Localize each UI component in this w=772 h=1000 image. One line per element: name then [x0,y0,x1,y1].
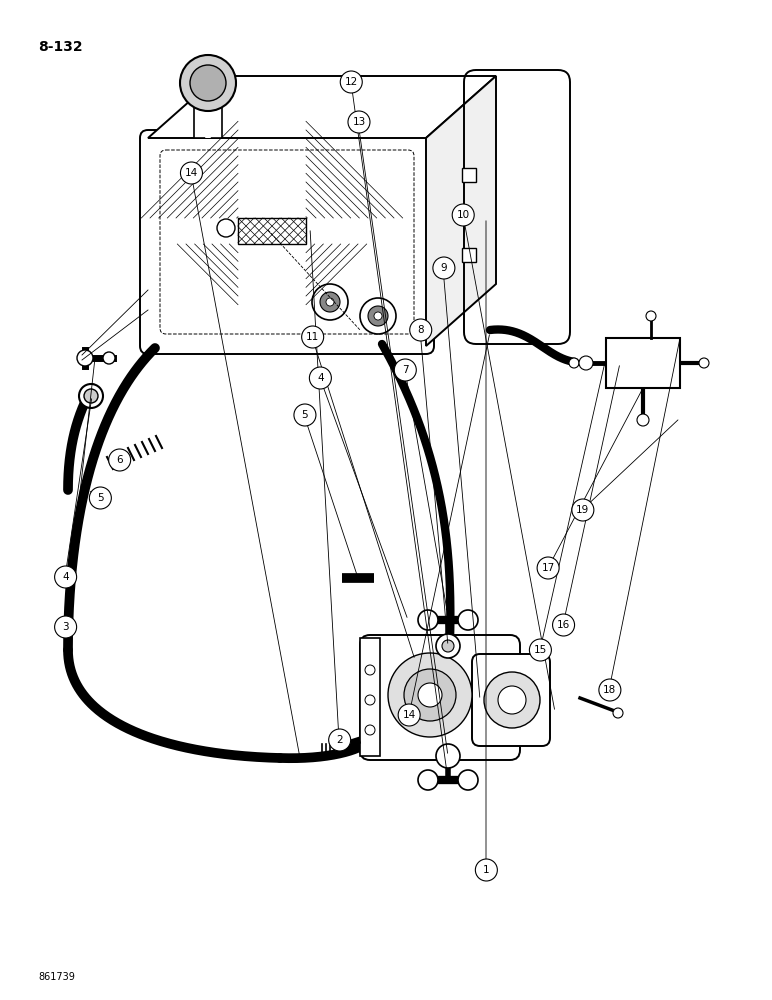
Circle shape [388,653,472,737]
Bar [462,248,476,262]
Text: 1: 1 [483,865,489,875]
Bar [194,104,222,138]
Circle shape [340,71,362,93]
Text: 17: 17 [541,563,555,573]
Circle shape [329,729,350,751]
Circle shape [530,639,551,661]
Text: 8: 8 [418,325,424,335]
Circle shape [699,358,709,368]
Text: 4: 4 [63,572,69,582]
Text: 12: 12 [344,77,358,87]
Text: 18: 18 [603,685,617,695]
Circle shape [646,311,656,321]
Circle shape [310,367,331,389]
Circle shape [365,665,375,675]
Circle shape [418,770,438,790]
Circle shape [360,298,396,334]
Circle shape [103,352,115,364]
FancyBboxPatch shape [140,130,434,354]
Circle shape [180,55,236,111]
Circle shape [294,404,316,426]
Circle shape [398,704,420,726]
Text: 4: 4 [317,373,323,383]
Circle shape [55,616,76,638]
Text: 16: 16 [557,620,571,630]
Circle shape [326,298,334,306]
Polygon shape [148,76,496,138]
Bar [606,338,680,388]
Circle shape [569,358,579,368]
Circle shape [599,679,621,701]
Circle shape [312,284,348,320]
Text: 15: 15 [533,645,547,655]
Circle shape [458,770,478,790]
Circle shape [553,614,574,636]
Circle shape [418,683,442,707]
Text: 14: 14 [185,168,198,178]
Bar [238,218,306,244]
Text: 13: 13 [352,117,366,127]
Circle shape [404,669,456,721]
Text: 861739: 861739 [38,972,75,982]
Circle shape [365,695,375,705]
Text: 9: 9 [441,263,447,273]
Circle shape [365,725,375,735]
Text: 2: 2 [337,735,343,745]
Text: 19: 19 [576,505,590,515]
Circle shape [410,319,432,341]
Circle shape [109,449,130,471]
Circle shape [418,610,438,630]
Circle shape [394,359,416,381]
Circle shape [84,389,98,403]
Circle shape [374,312,382,320]
Circle shape [436,744,460,768]
Circle shape [433,257,455,279]
Circle shape [637,414,649,426]
Text: 7: 7 [402,365,408,375]
Circle shape [476,859,497,881]
Circle shape [190,65,226,101]
FancyBboxPatch shape [472,654,550,746]
Circle shape [613,708,623,718]
Circle shape [368,306,388,326]
Text: 10: 10 [456,210,470,220]
Circle shape [458,610,478,630]
Circle shape [537,557,559,579]
Circle shape [348,111,370,133]
Text: 5: 5 [97,493,103,503]
Circle shape [320,292,340,312]
Circle shape [436,634,460,658]
Circle shape [484,672,540,728]
Circle shape [181,162,202,184]
Circle shape [498,686,526,714]
Circle shape [302,326,323,348]
Bar [360,638,380,756]
Text: 14: 14 [402,710,416,720]
Circle shape [217,219,235,237]
Circle shape [77,350,93,366]
Text: 11: 11 [306,332,320,342]
Circle shape [442,640,454,652]
Circle shape [79,384,103,408]
Text: 5: 5 [302,410,308,420]
Polygon shape [426,76,496,346]
Circle shape [572,499,594,521]
Text: 6: 6 [117,455,123,465]
Circle shape [452,204,474,226]
Text: 3: 3 [63,622,69,632]
Circle shape [579,356,593,370]
Bar [462,168,476,182]
Circle shape [90,487,111,509]
Circle shape [55,566,76,588]
Text: 8-132: 8-132 [38,40,83,54]
FancyBboxPatch shape [360,635,520,760]
